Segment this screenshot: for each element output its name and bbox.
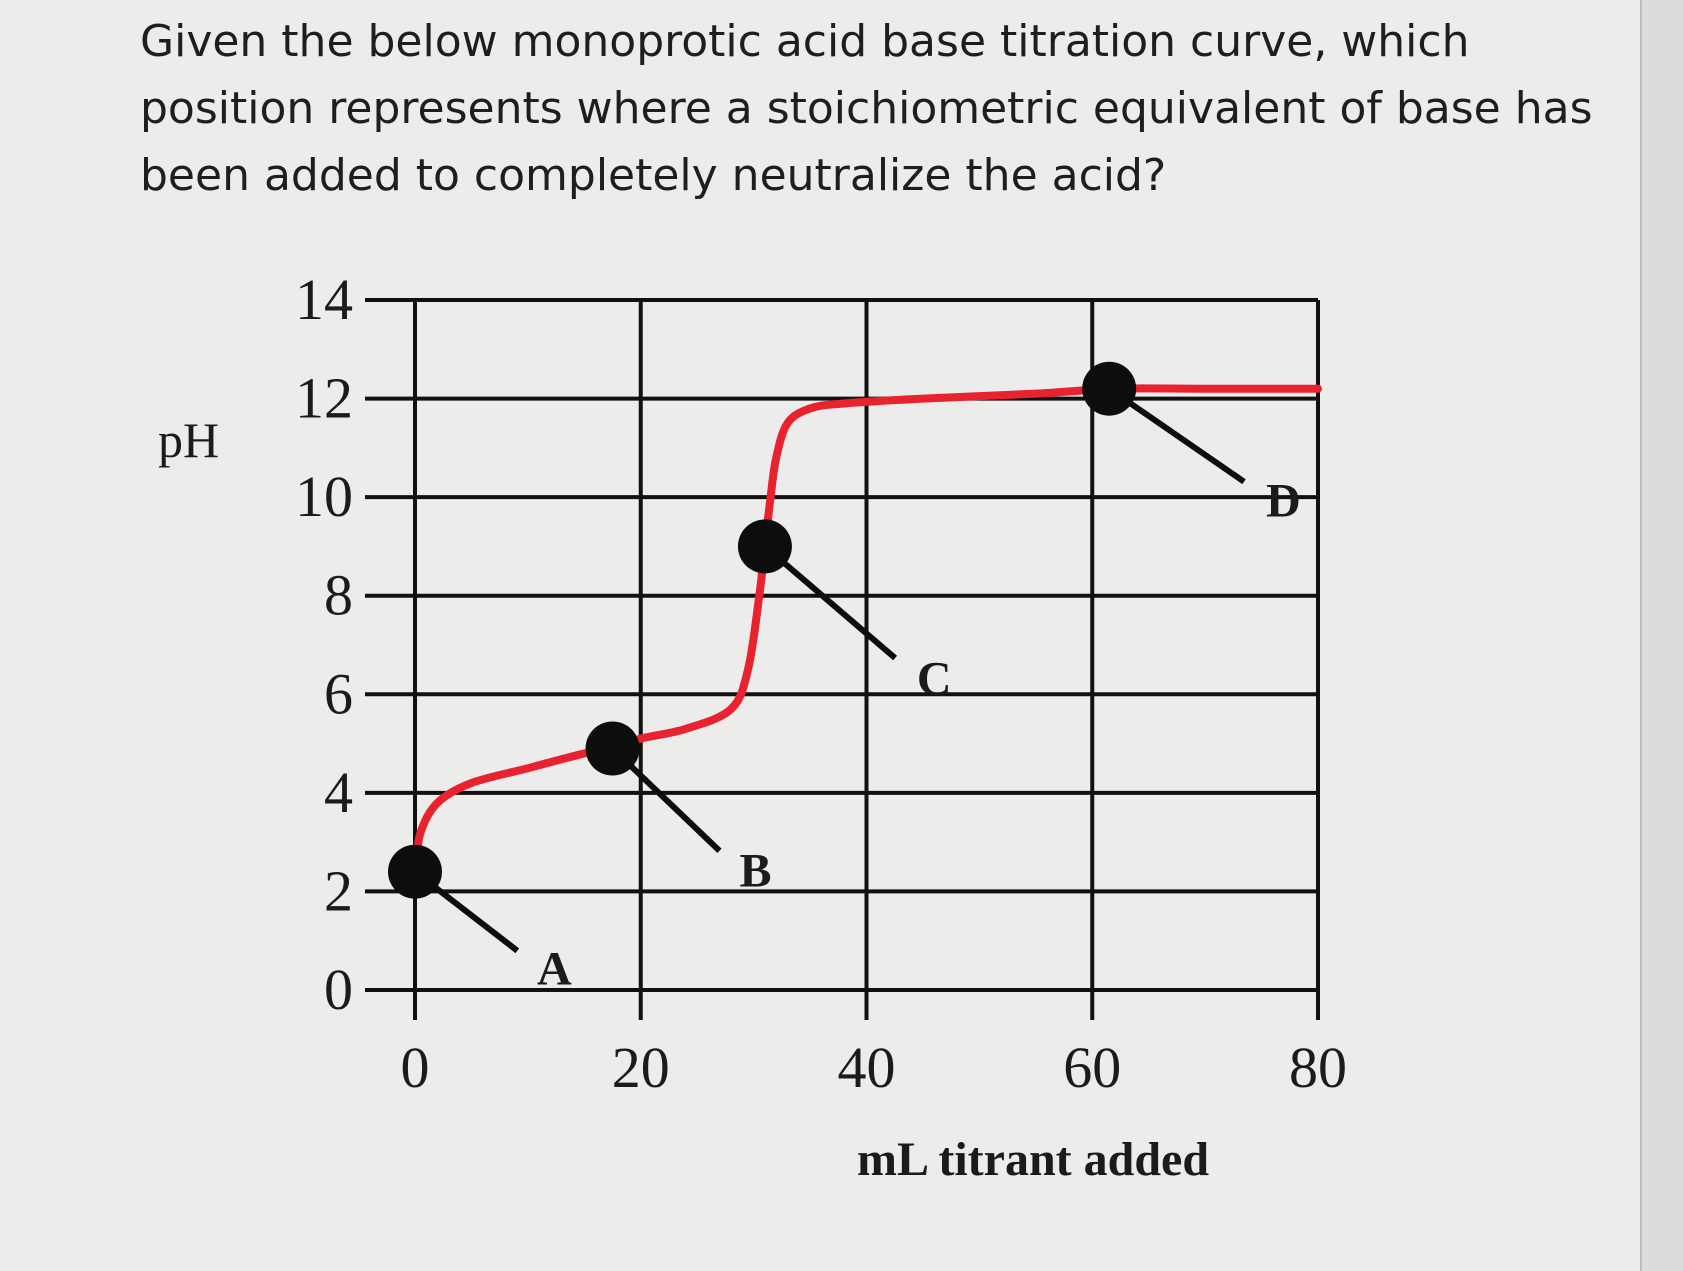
point-c: C bbox=[737, 519, 952, 705]
page-edge bbox=[1640, 0, 1683, 1271]
point-d: D bbox=[1082, 361, 1301, 528]
x-tick-label: 40 bbox=[838, 1035, 896, 1100]
y-axis-label: pH bbox=[158, 412, 219, 468]
point-a: A bbox=[388, 844, 572, 996]
point-label: D bbox=[1266, 475, 1301, 528]
y-tick-label: 0 bbox=[324, 957, 353, 1022]
x-tick-label: 60 bbox=[1063, 1035, 1121, 1100]
chart-grid bbox=[413, 298, 1320, 992]
y-tick-label: 12 bbox=[295, 366, 353, 431]
y-tick-label: 2 bbox=[324, 858, 353, 923]
page-background bbox=[0, 0, 1640, 1271]
x-tick-label: 80 bbox=[1289, 1035, 1347, 1100]
x-tick-label: 20 bbox=[612, 1035, 670, 1100]
question-text: Given the below monoprotic acid base tit… bbox=[140, 16, 1593, 201]
data-point bbox=[388, 844, 442, 899]
point-label: C bbox=[917, 652, 952, 705]
data-point bbox=[1082, 361, 1137, 416]
y-tick-label: 14 bbox=[295, 267, 353, 332]
leader-line bbox=[1107, 386, 1246, 485]
x-axis-label: mL titrant added bbox=[857, 1133, 1209, 1186]
data-point bbox=[585, 721, 640, 776]
point-label: A bbox=[537, 943, 572, 996]
leader-line bbox=[762, 544, 898, 661]
data-point bbox=[737, 519, 792, 574]
y-tick-label: 4 bbox=[324, 760, 353, 825]
y-tick-label: 8 bbox=[324, 563, 353, 628]
chart-points: A B C D bbox=[388, 361, 1301, 996]
chart-ticks: 0 2 4 6 8 10 12 14 0 20 40 60 80 bbox=[295, 267, 1347, 1100]
point-b: B bbox=[585, 721, 772, 898]
x-tick-label: 0 bbox=[401, 1035, 430, 1100]
y-tick-label: 10 bbox=[295, 464, 353, 529]
point-label: B bbox=[740, 845, 772, 898]
y-tick-label: 6 bbox=[324, 661, 353, 726]
